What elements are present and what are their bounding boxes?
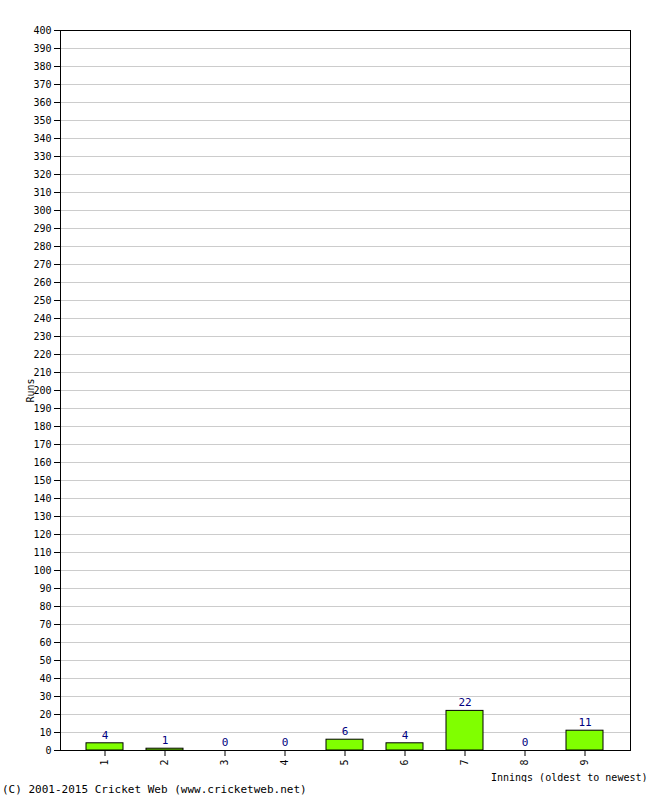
svg-text:8: 8 bbox=[519, 760, 530, 766]
svg-text:30: 30 bbox=[39, 691, 51, 702]
svg-text:11: 11 bbox=[578, 716, 591, 729]
svg-text:Runs: Runs bbox=[25, 378, 36, 402]
svg-text:220: 220 bbox=[33, 349, 51, 360]
svg-text:380: 380 bbox=[33, 61, 51, 72]
svg-text:190: 190 bbox=[33, 403, 51, 414]
svg-text:240: 240 bbox=[33, 313, 51, 324]
svg-text:4: 4 bbox=[279, 760, 290, 766]
svg-text:4: 4 bbox=[102, 729, 109, 742]
svg-text:350: 350 bbox=[33, 115, 51, 126]
svg-text:20: 20 bbox=[39, 709, 51, 720]
svg-text:230: 230 bbox=[33, 331, 51, 342]
svg-text:0: 0 bbox=[222, 736, 229, 749]
svg-text:400: 400 bbox=[33, 25, 51, 36]
svg-text:250: 250 bbox=[33, 295, 51, 306]
svg-text:360: 360 bbox=[33, 97, 51, 108]
svg-text:290: 290 bbox=[33, 223, 51, 234]
svg-text:10: 10 bbox=[39, 727, 51, 738]
svg-text:0: 0 bbox=[522, 736, 529, 749]
svg-text:2: 2 bbox=[159, 760, 170, 766]
svg-text:150: 150 bbox=[33, 475, 51, 486]
svg-text:280: 280 bbox=[33, 241, 51, 252]
svg-text:390: 390 bbox=[33, 43, 51, 54]
svg-text:0: 0 bbox=[45, 745, 51, 756]
svg-text:340: 340 bbox=[33, 133, 51, 144]
svg-text:4: 4 bbox=[402, 729, 409, 742]
svg-text:80: 80 bbox=[39, 601, 51, 612]
svg-text:260: 260 bbox=[33, 277, 51, 288]
svg-text:6: 6 bbox=[399, 760, 410, 766]
svg-text:9: 9 bbox=[579, 760, 590, 766]
svg-text:120: 120 bbox=[33, 529, 51, 540]
svg-text:300: 300 bbox=[33, 205, 51, 216]
svg-text:70: 70 bbox=[39, 619, 51, 630]
svg-text:310: 310 bbox=[33, 187, 51, 198]
html-text:(C) 2001-2015 Cricket Web (www: (C) 2001-2015 Cricket Web (www.cricketwe… bbox=[2, 783, 307, 796]
svg-text:320: 320 bbox=[33, 169, 51, 180]
svg-text:130: 130 bbox=[33, 511, 51, 522]
svg-text:Innings (oldest to newest): Innings (oldest to newest) bbox=[491, 772, 648, 783]
svg-text:22: 22 bbox=[458, 696, 471, 709]
svg-text:3: 3 bbox=[219, 760, 230, 766]
svg-text:160: 160 bbox=[33, 457, 51, 468]
svg-text:5: 5 bbox=[339, 760, 350, 766]
svg-text:6: 6 bbox=[342, 725, 349, 738]
svg-text:0: 0 bbox=[282, 736, 289, 749]
svg-text:200: 200 bbox=[33, 385, 51, 396]
svg-text:40: 40 bbox=[39, 673, 51, 684]
svg-text:170: 170 bbox=[33, 439, 51, 450]
svg-text:7: 7 bbox=[459, 760, 470, 766]
svg-text:100: 100 bbox=[33, 565, 51, 576]
svg-text:370: 370 bbox=[33, 79, 51, 90]
svg-text:210: 210 bbox=[33, 367, 51, 378]
svg-text:50: 50 bbox=[39, 655, 51, 666]
svg-text:1: 1 bbox=[162, 734, 169, 747]
svg-text:140: 140 bbox=[33, 493, 51, 504]
svg-text:110: 110 bbox=[33, 547, 51, 558]
svg-text:270: 270 bbox=[33, 259, 51, 270]
svg-text:60: 60 bbox=[39, 637, 51, 648]
svg-text:90: 90 bbox=[39, 583, 51, 594]
svg-text:330: 330 bbox=[33, 151, 51, 162]
svg-text:180: 180 bbox=[33, 421, 51, 432]
svg-text:1: 1 bbox=[99, 760, 110, 766]
